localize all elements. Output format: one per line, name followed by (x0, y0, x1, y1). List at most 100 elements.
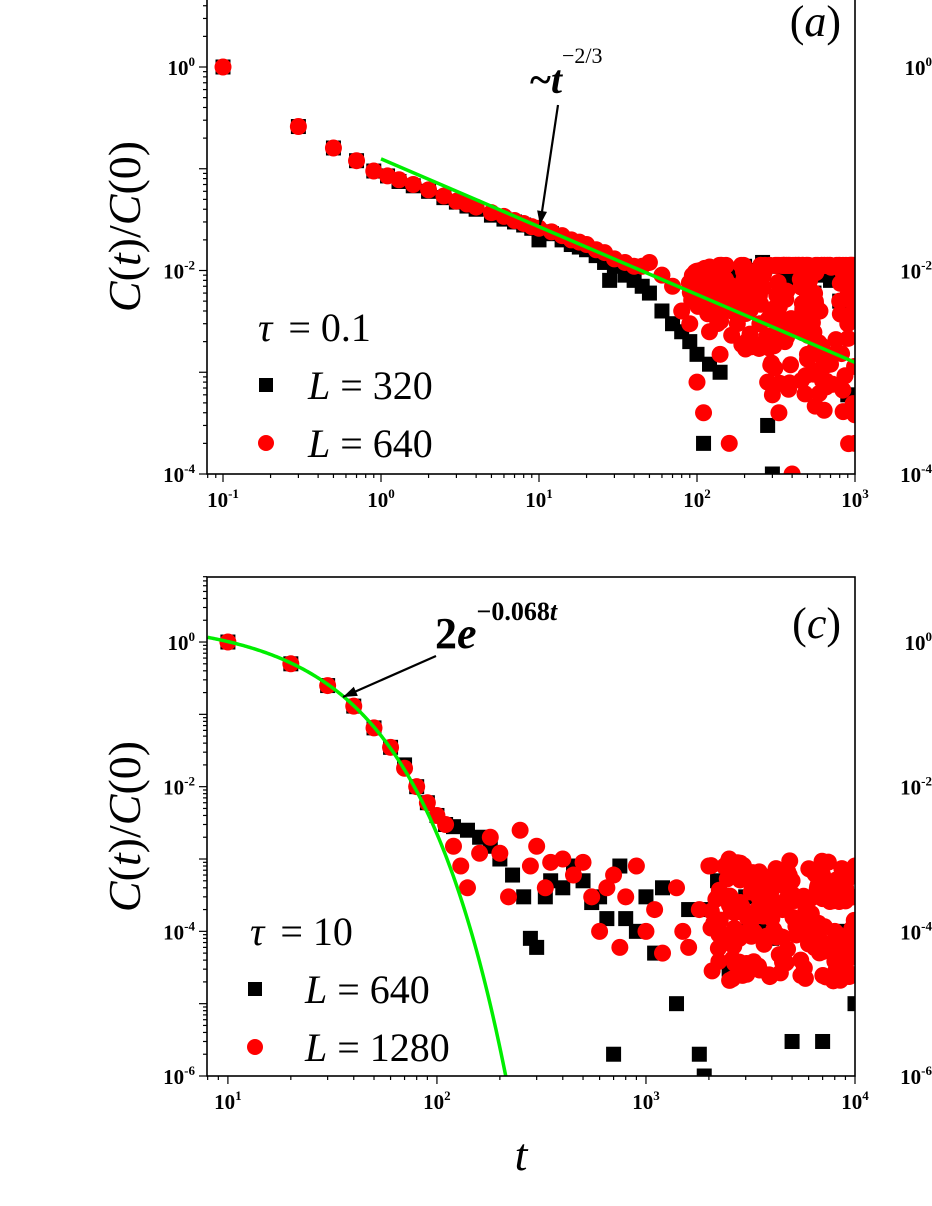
data-point-circle (348, 152, 365, 169)
data-point-circle (591, 923, 608, 940)
power-law-annotation: ~t−2/3 (530, 43, 602, 102)
right-panel-y-tick-label: 100 (905, 629, 932, 655)
y-tick-label: 100 (168, 54, 196, 80)
x-tick-label: 103 (632, 1088, 660, 1114)
data-point-circle (554, 851, 571, 868)
legend-square-marker (259, 378, 273, 392)
panel-c-legend: τ = 10 L = 640 L = 1280 (247, 909, 450, 1070)
x-tick-label: 100 (367, 486, 395, 512)
x-tick-label: 104 (841, 1088, 869, 1114)
panel-label: (a) (790, 0, 841, 46)
x-tick-label: 101 (525, 486, 553, 512)
panel-a-legend: τ = 0.1 L = 320 L = 640 (258, 305, 433, 466)
data-point-square (606, 1047, 621, 1062)
data-point-square (655, 880, 670, 895)
data-point-circle (491, 845, 508, 862)
data-point-square (505, 868, 520, 883)
legend-entry: L = 1280 (304, 1025, 450, 1070)
data-point-circle (721, 435, 738, 452)
legend-entry: L = 320 (307, 363, 433, 408)
data-point-circle (575, 854, 592, 871)
figure: 10-1 100 101 102 10310010-210-4C(t)/C(0)(a) … (0, 0, 932, 1206)
y-tick-label: 10-2 (163, 258, 195, 284)
data-point-circle (654, 945, 671, 962)
data-point-circle (290, 118, 307, 135)
legend-entry: L = 640 (304, 967, 430, 1012)
y-tick-label: 10-2 (163, 774, 195, 800)
right-panel-y-tick-label: 100 (905, 54, 932, 80)
data-point-circle (522, 858, 539, 875)
data-point-square (760, 418, 775, 433)
data-point-square (529, 940, 544, 955)
data-point-circle (689, 374, 706, 391)
right-panel-y-tick-label: 10-4 (900, 918, 932, 944)
exponential-annotation: 2e−0.068t (435, 597, 558, 658)
legend-circle-marker (247, 1039, 263, 1055)
x-tick-label: 10-1 (207, 486, 239, 512)
data-point-circle (325, 139, 342, 156)
data-point-circle (405, 176, 422, 193)
x-tick-label: 102 (683, 486, 711, 512)
y-axis-label: C(t)/C(0) (99, 141, 150, 312)
data-point-circle (617, 888, 634, 905)
data-point-square (602, 273, 617, 288)
data-point-square (815, 1034, 830, 1049)
x-tick-label: 101 (214, 1088, 242, 1114)
right-panel-y-tick-label: 10-2 (900, 774, 932, 800)
data-point-circle (646, 901, 663, 918)
panel-a-axes: 10-1 100 101 102 103 100 10-2 10-4 C(t)/C(0) (a) (99, 0, 869, 512)
data-point-square (692, 1047, 707, 1062)
data-point-circle (500, 888, 517, 905)
data-point-circle (770, 404, 787, 421)
y-tick-label: 100 (168, 629, 196, 655)
data-point-square (713, 365, 728, 380)
panel-label: (c) (792, 599, 841, 648)
panel-c-data-points (219, 634, 863, 1084)
data-point-circle (695, 404, 712, 421)
y-tick-label: 10-6 (163, 1063, 195, 1089)
right-panel-y-tick-label: 10-2 (900, 258, 932, 284)
x-tick-label: 102 (423, 1088, 451, 1114)
legend-title: τ = 0.1 (258, 305, 371, 350)
data-point-circle (452, 858, 469, 875)
legend-square-marker (248, 982, 262, 996)
data-point-circle (482, 829, 499, 846)
data-point-circle (674, 923, 691, 940)
data-point-square (642, 286, 657, 301)
data-point-circle (583, 888, 600, 905)
data-point-circle (215, 59, 232, 76)
data-point-circle (668, 879, 685, 896)
data-point-circle (437, 816, 454, 833)
legend-title: τ = 10 (250, 909, 353, 954)
data-point-circle (459, 879, 476, 896)
data-point-circle (537, 879, 554, 896)
y-axis-label: C(t)/C(0) (99, 741, 150, 912)
right-panels-partial-tick-labels: 100 10-2 10-4 100 10-2 10-4 10-6 (900, 54, 932, 1089)
data-point-square (669, 996, 684, 1011)
legend-circle-marker (258, 435, 274, 451)
panel-a-annotation: ~t−2/3 (530, 43, 602, 225)
data-point-circle (712, 346, 729, 363)
data-point-circle (637, 923, 654, 940)
panel-a-chart: 10-1 100 101 102 10310010-210-4C(t)/C(0)(a) … (99, 0, 869, 512)
data-point-circle (628, 858, 645, 875)
arrow-head-icon (343, 687, 358, 697)
x-axis-label: t (515, 1129, 529, 1180)
data-point-circle (611, 939, 628, 956)
right-panel-y-tick-label: 10-4 (900, 461, 932, 487)
legend-entry: L = 640 (307, 421, 433, 466)
data-point-circle (680, 939, 697, 956)
data-point-square (785, 1034, 800, 1049)
data-point-square (555, 880, 570, 895)
x-tick-label: 103 (841, 486, 869, 512)
data-point-circle (641, 254, 658, 271)
y-tick-label: 10-4 (163, 918, 195, 944)
data-point-circle (528, 838, 545, 855)
panel-a-data-points (215, 59, 864, 483)
right-panel-y-tick-label: 10-6 (900, 1063, 932, 1089)
data-point-circle (681, 315, 698, 332)
data-point-square (696, 436, 711, 451)
data-point-circle (512, 822, 529, 839)
data-point-circle (605, 867, 622, 884)
data-point-circle (471, 845, 488, 862)
